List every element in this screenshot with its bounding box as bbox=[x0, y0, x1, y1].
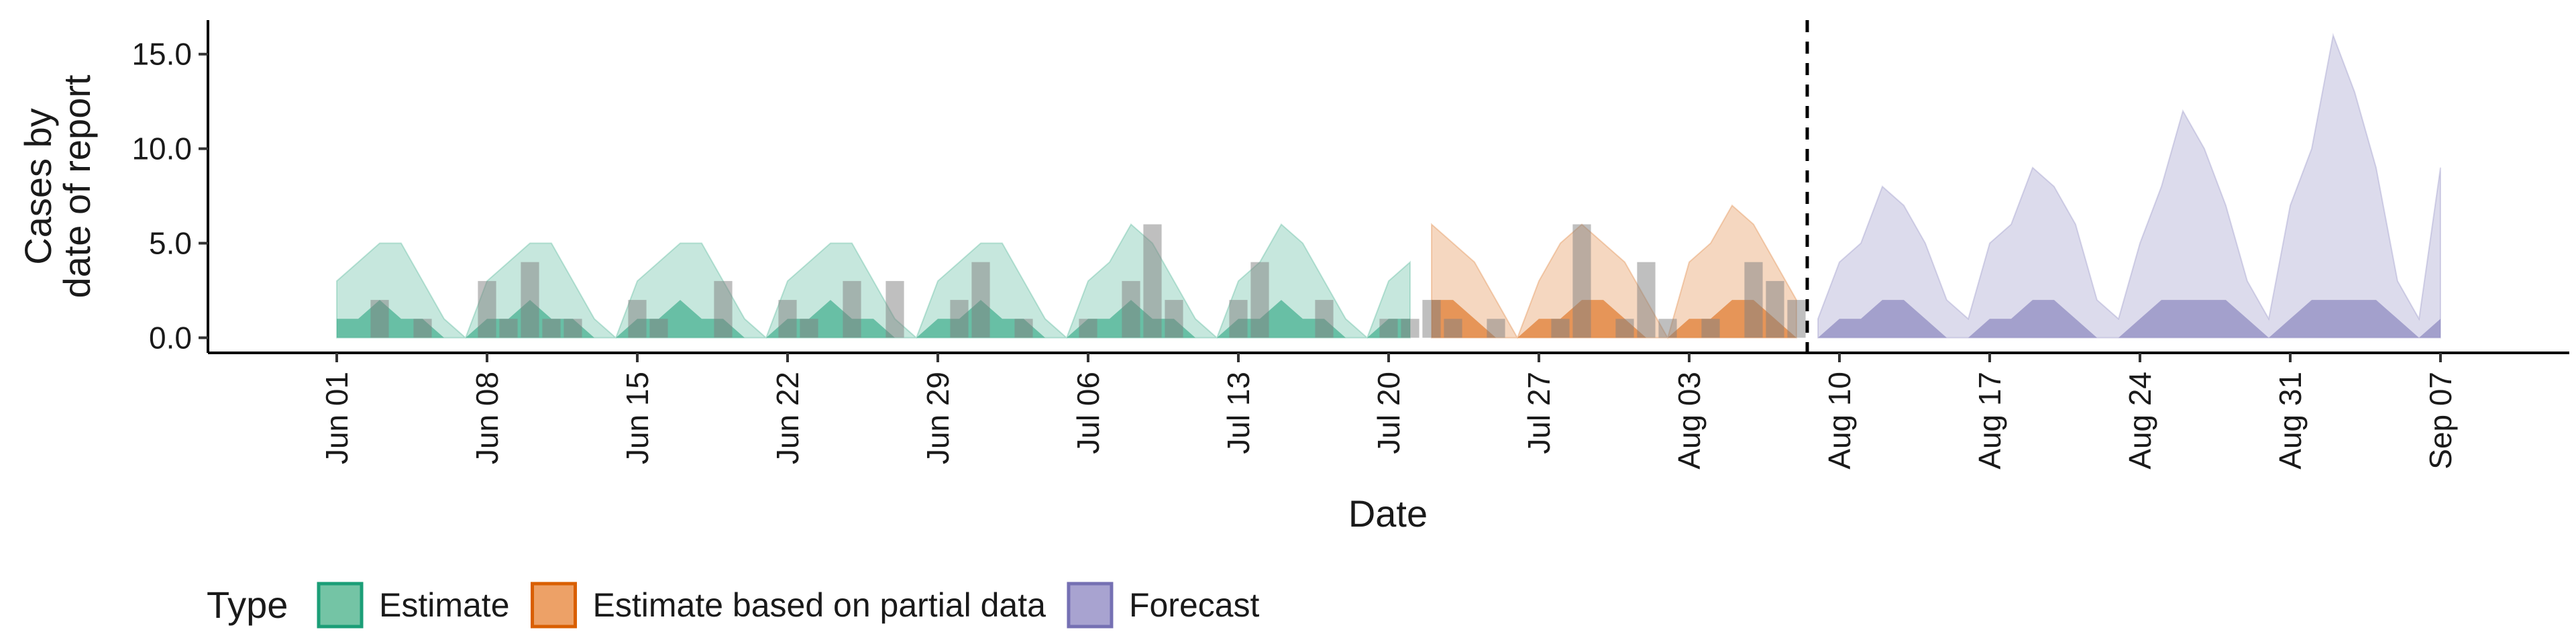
observed-bar bbox=[413, 319, 432, 338]
y-axis-title-line: Cases by bbox=[17, 108, 59, 264]
observed-bar bbox=[370, 300, 389, 338]
y-axis: 0.0 5.0 10.0 15.0 bbox=[131, 20, 209, 355]
observed-bar bbox=[885, 280, 904, 338]
observed-bar bbox=[1401, 319, 1419, 338]
x-axis: Jun 01 Jun 08 Jun 15 Jun 22 Jun 29 Jul 06 Jul … bbox=[208, 352, 2569, 470]
observed-bar bbox=[1379, 319, 1398, 338]
observed-bar bbox=[1766, 280, 1784, 338]
y-tick-label: 15.0 bbox=[131, 37, 192, 72]
observed-bar bbox=[1637, 262, 1656, 338]
x-tick-label: Jul 13 bbox=[1221, 372, 1256, 454]
observed-bar bbox=[478, 280, 496, 338]
x-tick-label: Aug 31 bbox=[2273, 372, 2308, 470]
observed-bar bbox=[499, 319, 518, 338]
observed-bar bbox=[843, 280, 861, 338]
x-tick-label: Jun 08 bbox=[470, 372, 504, 464]
observed-bar bbox=[950, 300, 969, 338]
observed-bar bbox=[1014, 319, 1033, 338]
observed-bars bbox=[370, 224, 1806, 338]
y-tick-label: 5.0 bbox=[149, 226, 192, 261]
x-tick-label: Jul 20 bbox=[1371, 372, 1406, 454]
observed-bar bbox=[1229, 300, 1248, 338]
x-tick-label: Jun 22 bbox=[770, 372, 805, 464]
legend-key bbox=[1067, 582, 1114, 629]
x-tick-label: Aug 03 bbox=[1672, 372, 1707, 470]
observed-bar bbox=[1250, 262, 1269, 338]
ribbon-50-estimate bbox=[337, 300, 1410, 338]
ribbons-90 bbox=[336, 32, 2441, 340]
x-tick-label: Jun 15 bbox=[620, 372, 655, 464]
x-tick-label: Aug 17 bbox=[1972, 372, 2007, 470]
ribbon-90-forecast bbox=[1817, 32, 2441, 339]
x-tick-label: Jul 27 bbox=[1521, 372, 1556, 454]
observed-bar bbox=[649, 319, 668, 338]
x-tick-label: Aug 24 bbox=[2123, 372, 2157, 470]
legend-label: Forecast bbox=[1129, 586, 1260, 624]
x-tick-label: Jun 29 bbox=[920, 372, 955, 464]
observed-bar bbox=[1787, 300, 1806, 338]
observed-bar bbox=[521, 262, 539, 338]
ribbon-50-forecast bbox=[1818, 300, 2440, 338]
observed-bar bbox=[1079, 319, 1097, 338]
observed-bar bbox=[800, 319, 818, 338]
x-axis-title: Date bbox=[1348, 492, 1428, 535]
x-tick-label: Jul 06 bbox=[1071, 372, 1106, 454]
legend-key bbox=[317, 582, 364, 629]
observed-bar bbox=[1444, 319, 1462, 338]
x-tick-label: Sep 07 bbox=[2423, 372, 2458, 470]
observed-bar bbox=[628, 300, 647, 338]
observed-bar bbox=[1315, 300, 1334, 338]
y-tick-label: 10.0 bbox=[131, 131, 192, 166]
observed-bar bbox=[778, 300, 797, 338]
legend-label: Estimate bbox=[379, 586, 510, 624]
y-tick-label: 0.0 bbox=[149, 320, 192, 355]
observed-bar bbox=[1658, 319, 1677, 338]
observed-bar bbox=[1744, 262, 1763, 338]
y-axis-title-line: date of report bbox=[56, 74, 98, 299]
observed-bar bbox=[971, 262, 990, 338]
observed-bar bbox=[1122, 280, 1140, 338]
legend: Type Estimate Estimate based on partial d… bbox=[207, 582, 1260, 629]
observed-bar bbox=[1165, 300, 1183, 338]
observed-bar bbox=[1422, 300, 1441, 338]
observed-bar bbox=[1701, 319, 1720, 338]
legend-key bbox=[531, 582, 578, 629]
observed-bar bbox=[714, 280, 733, 338]
legend-title: Type bbox=[207, 584, 288, 626]
observed-bar bbox=[1487, 319, 1505, 338]
observed-bar bbox=[1143, 224, 1162, 338]
observed-bar bbox=[542, 319, 561, 338]
x-tick-label: Jun 01 bbox=[319, 372, 354, 464]
observed-bar bbox=[1615, 319, 1634, 338]
observed-bar bbox=[1551, 319, 1570, 338]
observed-bar bbox=[564, 319, 582, 338]
x-tick-label: Aug 10 bbox=[1822, 372, 1857, 470]
observed-bar bbox=[1572, 224, 1591, 338]
legend-label: Estimate based on partial data bbox=[593, 586, 1046, 624]
